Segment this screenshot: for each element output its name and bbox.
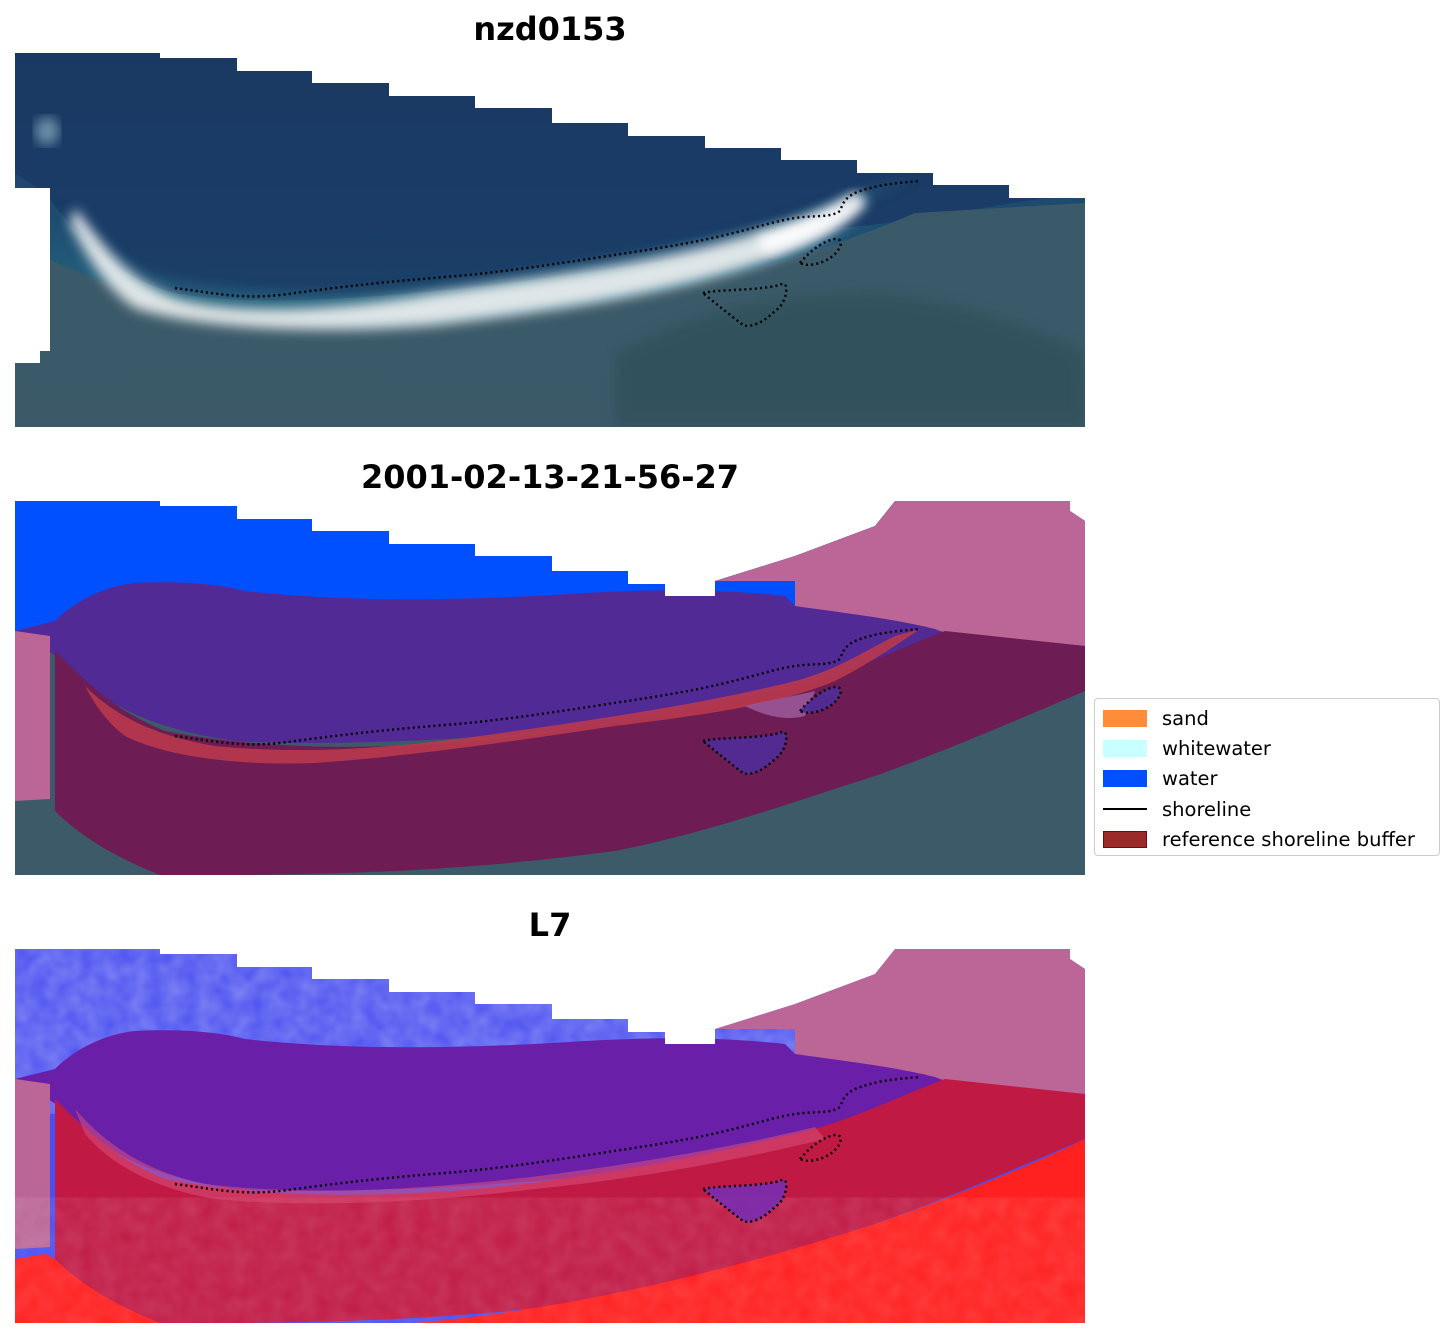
panel-title-date: 2001-02-13-21-56-27 [360, 458, 740, 496]
land-texture [15, 1209, 1085, 1323]
shoreline [174, 627, 921, 746]
legend-item-water: water [1095, 764, 1439, 794]
nearshore-water [55, 178, 915, 307]
legend-item-sand: sand [1095, 703, 1439, 733]
legend: sand whitewater water shoreline referenc… [1094, 698, 1440, 856]
classification-panel [15, 501, 1085, 875]
shoreline-loop [798, 237, 842, 266]
index-panel [15, 949, 1085, 1323]
uncovered-land [15, 806, 160, 875]
panel-title-image-id: nzd0153 [473, 10, 627, 48]
legend-label: water [1162, 767, 1218, 791]
whitewater-swatch [1103, 740, 1147, 758]
shoreline-loop [700, 1178, 788, 1223]
sand-swatch [1103, 709, 1147, 727]
legend-label: reference shoreline buffer [1162, 828, 1415, 852]
loop-water-patch [800, 686, 841, 713]
buffer-left-edge [15, 1079, 50, 1249]
rgb-layers [15, 53, 1085, 427]
shoreline-loop [798, 1133, 842, 1162]
shoreline [174, 1075, 921, 1194]
legend-item-reference-buffer: reference shoreline buffer [1095, 825, 1439, 855]
shoreline-loop [798, 685, 842, 714]
vegetation [615, 293, 1085, 427]
legend-label: sand [1162, 706, 1209, 730]
beach-surf [70, 193, 867, 330]
buffer-swatch [1103, 831, 1147, 849]
panel-title-satellite: L7 [528, 906, 572, 944]
bright-surf [755, 193, 860, 253]
legend-item-shoreline: shoreline [1095, 794, 1439, 824]
classification-layers [15, 501, 1085, 875]
rgb-image-panel [15, 53, 1085, 427]
legend-label: shoreline [1162, 797, 1252, 821]
buffer-left-edge [15, 631, 50, 801]
shoreline-line [1103, 808, 1147, 811]
water-swatch [1103, 770, 1147, 788]
legend-label: whitewater [1162, 737, 1271, 761]
index-overlay-image [15, 949, 1085, 1323]
whitewater-on-buffer [745, 691, 815, 718]
buffer-upper-right [715, 949, 1085, 1094]
sand-on-buffer [85, 629, 920, 764]
loop-water-patch [703, 731, 787, 774]
small-feature [35, 117, 59, 145]
index-layers [15, 949, 1085, 1323]
beach-band [75, 1109, 825, 1204]
shoreline-loop [700, 730, 788, 775]
buffer-upper-right [715, 501, 1085, 646]
shoreline-loop [700, 282, 788, 327]
rgb-satellite-image [15, 53, 1085, 427]
legend-item-whitewater: whitewater [1095, 733, 1439, 763]
classification-overlay-image [15, 501, 1085, 875]
loop-water-patch [703, 1179, 787, 1222]
shoreline [174, 179, 921, 298]
